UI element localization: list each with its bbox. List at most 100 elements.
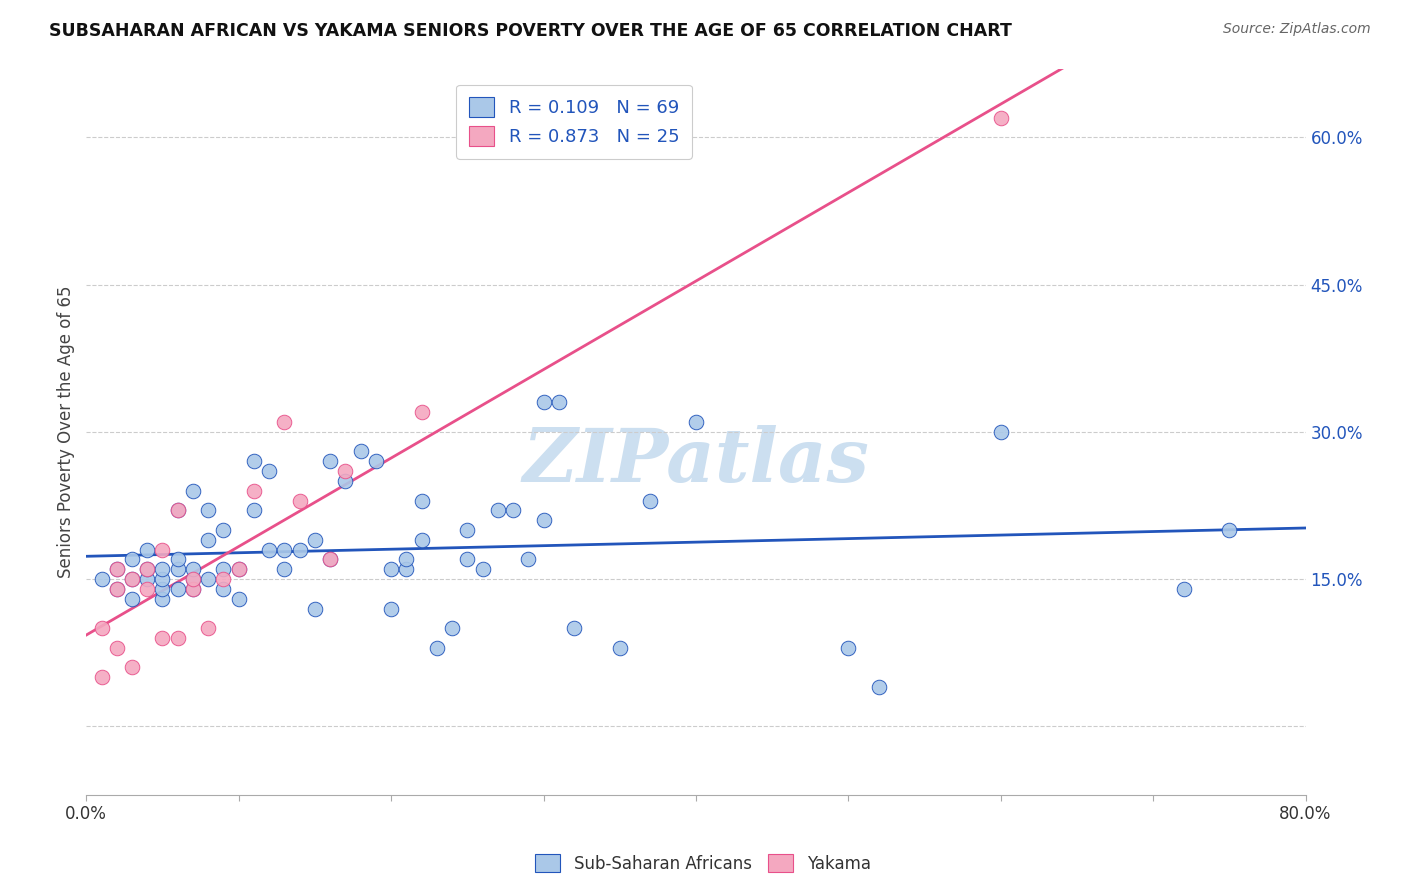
Point — [319, 552, 342, 566]
Y-axis label: Seniors Poverty Over the Age of 65: Seniors Poverty Over the Age of 65 — [58, 285, 75, 578]
Point — [90, 572, 112, 586]
Point — [197, 533, 219, 547]
Point — [181, 572, 204, 586]
Point — [502, 503, 524, 517]
Point — [212, 523, 235, 537]
Point — [288, 493, 311, 508]
Point — [1173, 582, 1195, 596]
Point — [411, 533, 433, 547]
Point — [212, 562, 235, 576]
Point — [197, 572, 219, 586]
Point — [166, 631, 188, 645]
Point — [136, 542, 159, 557]
Point — [304, 601, 326, 615]
Point — [304, 533, 326, 547]
Point — [152, 582, 174, 596]
Point — [837, 640, 859, 655]
Point — [90, 621, 112, 635]
Point — [105, 640, 128, 655]
Point — [486, 503, 509, 517]
Point — [562, 621, 585, 635]
Point — [456, 552, 478, 566]
Legend: Sub-Saharan Africans, Yakama: Sub-Saharan Africans, Yakama — [529, 847, 877, 880]
Point — [319, 454, 342, 468]
Point — [517, 552, 540, 566]
Point — [136, 562, 159, 576]
Point — [90, 670, 112, 684]
Point — [121, 552, 143, 566]
Point — [105, 562, 128, 576]
Point — [136, 562, 159, 576]
Point — [990, 425, 1012, 439]
Point — [273, 542, 295, 557]
Point — [395, 552, 418, 566]
Text: Source: ZipAtlas.com: Source: ZipAtlas.com — [1223, 22, 1371, 37]
Point — [152, 542, 174, 557]
Point — [441, 621, 464, 635]
Point — [638, 493, 661, 508]
Point — [609, 640, 631, 655]
Point — [411, 493, 433, 508]
Point — [426, 640, 449, 655]
Point — [456, 523, 478, 537]
Point — [121, 572, 143, 586]
Point — [166, 503, 188, 517]
Point — [181, 483, 204, 498]
Point — [228, 562, 250, 576]
Point — [136, 582, 159, 596]
Point — [380, 601, 402, 615]
Point — [380, 562, 402, 576]
Point — [243, 503, 266, 517]
Point — [181, 562, 204, 576]
Point — [166, 503, 188, 517]
Point — [335, 474, 357, 488]
Point — [166, 582, 188, 596]
Point — [105, 562, 128, 576]
Point — [121, 572, 143, 586]
Point — [166, 552, 188, 566]
Point — [152, 572, 174, 586]
Point — [243, 483, 266, 498]
Point — [395, 562, 418, 576]
Point — [273, 415, 295, 429]
Point — [212, 572, 235, 586]
Point — [533, 513, 555, 527]
Point — [197, 621, 219, 635]
Point — [990, 111, 1012, 125]
Point — [181, 582, 204, 596]
Point — [533, 395, 555, 409]
Point — [121, 591, 143, 606]
Point — [257, 464, 280, 478]
Point — [166, 562, 188, 576]
Point — [411, 405, 433, 419]
Point — [181, 572, 204, 586]
Point — [152, 591, 174, 606]
Point — [181, 582, 204, 596]
Point — [197, 503, 219, 517]
Point — [152, 631, 174, 645]
Point — [868, 680, 890, 694]
Point — [349, 444, 371, 458]
Point — [243, 454, 266, 468]
Point — [136, 572, 159, 586]
Point — [212, 582, 235, 596]
Point — [335, 464, 357, 478]
Point — [685, 415, 707, 429]
Point — [547, 395, 569, 409]
Legend: R = 0.109   N = 69, R = 0.873   N = 25: R = 0.109 N = 69, R = 0.873 N = 25 — [456, 85, 692, 159]
Point — [121, 660, 143, 674]
Point — [364, 454, 387, 468]
Point — [471, 562, 494, 576]
Text: ZIPatlas: ZIPatlas — [523, 425, 869, 497]
Point — [319, 552, 342, 566]
Text: SUBSAHARAN AFRICAN VS YAKAMA SENIORS POVERTY OVER THE AGE OF 65 CORRELATION CHAR: SUBSAHARAN AFRICAN VS YAKAMA SENIORS POV… — [49, 22, 1012, 40]
Point — [105, 582, 128, 596]
Point — [228, 591, 250, 606]
Point — [228, 562, 250, 576]
Point — [288, 542, 311, 557]
Point — [152, 562, 174, 576]
Point — [1218, 523, 1240, 537]
Point — [273, 562, 295, 576]
Point — [105, 582, 128, 596]
Point — [257, 542, 280, 557]
